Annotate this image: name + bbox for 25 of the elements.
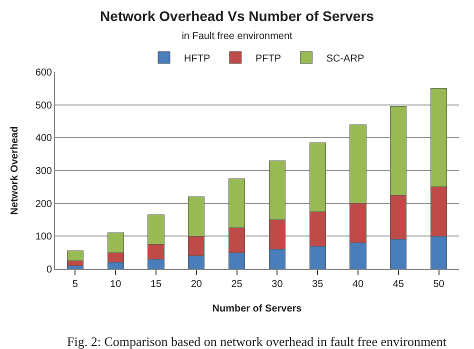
y-tick-label: 100 — [35, 232, 52, 243]
legend-label: PFTP — [255, 53, 282, 64]
chart-title: Network Overhead Vs Number of Servers — [100, 8, 374, 24]
x-axis-title: Number of Servers — [212, 304, 302, 314]
caption: Fig. 2: Comparison based on network overhead in fault free environment — [67, 334, 447, 349]
chart-subtitle: in Fault free environment — [182, 31, 293, 42]
y-tick-label: 500 — [35, 100, 52, 112]
x-tick-label: 45 — [392, 279, 404, 290]
x-tick-label: 5 — [72, 279, 78, 290]
y-tick-label: 200 — [35, 198, 52, 210]
x-tick-label: 35 — [312, 279, 324, 290]
legend-label: SC-ARP — [326, 53, 364, 64]
y-axis-title: Network Overhead — [9, 126, 20, 215]
x-tick-label: 25 — [231, 279, 243, 290]
x-tick-label: 40 — [352, 279, 364, 290]
x-tick-label: 20 — [190, 279, 202, 290]
y-tick-label: 600 — [35, 68, 52, 78]
x-tick-label: 10 — [110, 279, 122, 290]
x-tick-label: 30 — [272, 279, 284, 290]
y-tick-label: 400 — [35, 133, 52, 144]
x-tick-label: 15 — [150, 279, 162, 290]
x-tick-label: 50 — [433, 279, 445, 290]
y-tick-label: 300 — [35, 166, 52, 177]
y-tick-label: 0 — [46, 264, 52, 276]
legend-label: HFTP — [184, 53, 210, 64]
